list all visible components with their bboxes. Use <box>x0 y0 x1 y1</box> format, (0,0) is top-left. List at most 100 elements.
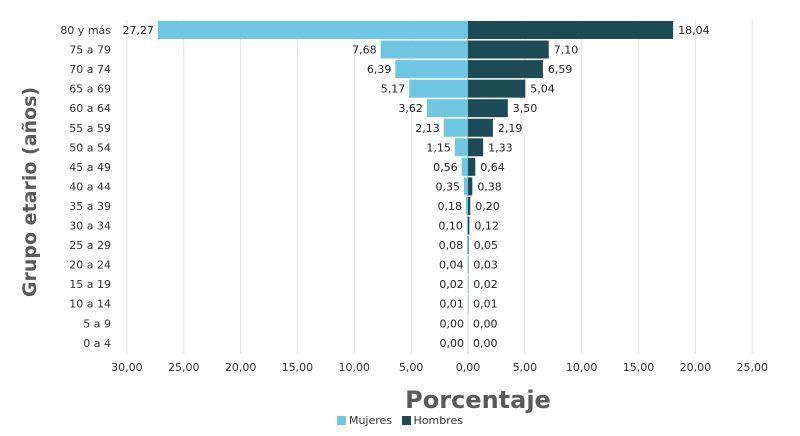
legend-swatch-mujeres <box>336 416 346 425</box>
bar-mujeres <box>380 40 468 59</box>
y-tick-label: 35 a 39 <box>69 200 111 213</box>
data-label-mujeres: 0,04 <box>439 259 464 272</box>
data-label-mujeres: 6,39 <box>367 63 392 76</box>
legend-label-mujeres: Mujeres <box>348 414 393 427</box>
bar-hombres <box>468 177 473 196</box>
data-label-mujeres: 3,62 <box>398 102 423 115</box>
x-tick-label: 15,00 <box>623 361 655 374</box>
x-tick-label: 20,00 <box>225 361 257 374</box>
legend-item-hombres: Hombres <box>401 414 464 427</box>
legend-label-hombres: Hombres <box>413 414 464 427</box>
x-tick-label: 30,00 <box>111 361 143 374</box>
bar-hombres <box>468 216 470 235</box>
data-label-hombres: 6,59 <box>548 63 573 76</box>
data-label-hombres: 5,04 <box>530 83 555 96</box>
x-tick-label: 20,00 <box>680 361 712 374</box>
bar-hombres <box>468 138 484 157</box>
data-label-mujeres: 5,17 <box>381 83 406 96</box>
data-label-hombres: 0,02 <box>473 278 498 291</box>
data-label-mujeres: 0,01 <box>439 298 464 311</box>
bar-mujeres <box>443 118 468 137</box>
bar-mujeres <box>454 138 468 157</box>
bar-mujeres <box>157 21 468 39</box>
bar-hombres <box>468 99 508 118</box>
bar-mujeres <box>395 60 468 79</box>
y-tick-label: 40 a 44 <box>69 180 111 193</box>
y-tick-label: 10 a 14 <box>69 298 111 311</box>
data-label-mujeres: 0,08 <box>439 239 464 252</box>
x-tick-label: 5,00 <box>399 361 424 374</box>
bar-mujeres <box>409 79 468 98</box>
data-label-mujeres: 0,35 <box>436 180 461 193</box>
data-label-hombres: 18,04 <box>678 24 710 37</box>
data-label-hombres: 0,01 <box>473 298 498 311</box>
y-axis-title: Grupo etario (años) <box>19 87 41 297</box>
data-label-mujeres: 2,13 <box>415 122 440 135</box>
data-label-hombres: 0,05 <box>474 239 499 252</box>
data-label-hombres: 1,33 <box>488 141 512 154</box>
data-label-hombres: 0,00 <box>473 317 498 330</box>
data-label-hombres: 0,64 <box>480 161 505 174</box>
data-label-mujeres: 7,68 <box>352 44 377 57</box>
data-label-mujeres: 0,56 <box>433 161 458 174</box>
data-label-mujeres: 27,27 <box>122 24 154 37</box>
bar-mujeres <box>461 157 468 176</box>
data-label-mujeres: 0,00 <box>440 337 465 350</box>
bar-hombres <box>468 40 549 59</box>
bar-mujeres <box>426 99 468 118</box>
bar-hombres <box>468 118 493 137</box>
y-tick-label: 30 a 34 <box>69 220 111 233</box>
bar-mujeres <box>467 236 468 255</box>
data-label-hombres: 3,50 <box>513 102 538 115</box>
y-tick-label: 5 a 9 <box>83 317 111 330</box>
data-label-hombres: 2,19 <box>498 122 522 135</box>
data-label-mujeres: 0,10 <box>438 220 463 233</box>
y-tick-label: 50 a 54 <box>69 141 111 154</box>
y-tick-label: 0 a 4 <box>83 337 111 350</box>
bar-mujeres <box>466 216 468 235</box>
y-tick-label: 65 a 69 <box>69 83 111 96</box>
x-tick-label: 0,00 <box>456 361 481 374</box>
y-tick-label: 80 y más <box>60 24 111 37</box>
y-tick-label: 25 a 29 <box>69 239 111 252</box>
bar-hombres <box>468 79 526 98</box>
y-tick-label: 45 a 49 <box>69 161 111 174</box>
x-tick-label: 10,00 <box>339 361 371 374</box>
x-tick-label: 10,00 <box>566 361 598 374</box>
y-tick-label: 60 a 64 <box>69 102 111 115</box>
data-label-hombres: 0,12 <box>474 220 499 233</box>
data-label-mujeres: 0,00 <box>440 317 465 330</box>
y-tick-labels: 80 y más 75 a 79 70 a 74 65 a 69 60 a 64 55 a… <box>60 24 111 350</box>
y-tick-label: 15 a 19 <box>69 278 111 291</box>
bar-mujeres <box>465 196 468 215</box>
bar-hombres <box>468 157 476 176</box>
bar-hombres <box>468 196 471 215</box>
y-tick-label: 70 a 74 <box>69 63 111 76</box>
bar-mujeres <box>464 177 468 196</box>
bar-hombres <box>468 21 674 39</box>
y-tick-label: 55 a 59 <box>69 122 111 135</box>
x-tick-label: 25,00 <box>737 361 769 374</box>
data-label-hombres: 7,10 <box>554 44 579 57</box>
data-label-hombres: 0,38 <box>477 180 502 193</box>
bars <box>157 21 674 313</box>
bar-hombres <box>468 236 469 255</box>
legend-swatch-hombres <box>401 416 411 425</box>
legend-item-mujeres: Mujeres <box>336 414 393 427</box>
data-labels: 27,27 18,04 7,68 7,10 6,39 6,59 5,17 5,04 3,62 3,… <box>122 24 709 350</box>
data-label-mujeres: 0,18 <box>437 200 462 213</box>
x-tick-label: 5,00 <box>513 361 538 374</box>
data-label-mujeres: 0,02 <box>439 278 464 291</box>
x-tick-labels: 30,00 25,00 20,00 15,00 10,00 5,00 0,00 5,00 10,… <box>111 361 768 374</box>
legend: Mujeres Hombres <box>0 414 800 428</box>
data-label-hombres: 0,20 <box>475 200 500 213</box>
y-tick-label: 75 a 79 <box>69 44 111 57</box>
data-label-hombres: 0,03 <box>473 259 498 272</box>
x-tick-label: 25,00 <box>168 361 200 374</box>
data-label-mujeres: 1,15 <box>426 141 451 154</box>
x-tick-label: 15,00 <box>282 361 314 374</box>
bar-hombres <box>468 60 543 79</box>
data-label-hombres: 0,00 <box>473 337 498 350</box>
x-axis-title: Porcentaje <box>405 386 551 414</box>
